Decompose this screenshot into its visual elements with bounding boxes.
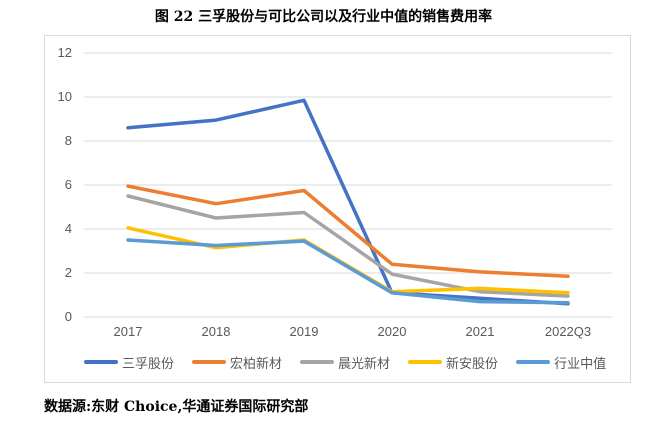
x-tick-label: 2019 xyxy=(290,324,319,339)
legend-item: 宏柏新材 xyxy=(192,353,282,372)
legend-swatch xyxy=(516,360,551,364)
x-tick-label: 2018 xyxy=(202,324,231,339)
source-note: 数据源:东财 Choice,华通证券国际研究部 xyxy=(44,399,309,415)
y-tick-label: 2 xyxy=(65,265,72,280)
legend-item: 新安股份 xyxy=(408,353,498,372)
legend-swatch xyxy=(408,360,443,364)
chart-title: 图 22 三孚股份与可比公司以及行业中值的销售费用率 xyxy=(154,9,493,25)
y-tick-label: 6 xyxy=(65,177,72,192)
x-tick-label: 2021 xyxy=(466,324,495,339)
legend-label: 新安股份 xyxy=(446,356,499,372)
series-line xyxy=(126,184,570,279)
series-line xyxy=(126,194,570,298)
x-tick-label: 2022Q3 xyxy=(545,324,591,339)
legend-swatch xyxy=(84,360,118,364)
series-line xyxy=(126,226,570,295)
chart-frame xyxy=(44,35,631,383)
y-tick-label: 4 xyxy=(65,221,72,236)
legend-item: 行业中值 xyxy=(516,353,606,372)
legend-label: 宏柏新材 xyxy=(230,356,283,372)
legend-swatch xyxy=(300,360,335,364)
x-tick-label: 2017 xyxy=(114,324,143,339)
series-line xyxy=(126,238,570,305)
legend-swatch xyxy=(192,360,227,364)
y-tick-label: 0 xyxy=(65,309,72,324)
x-tick-label: 2020 xyxy=(378,324,407,339)
series-line xyxy=(126,98,570,306)
y-tick-label: 12 xyxy=(58,45,72,60)
legend-item: 晨光新材 xyxy=(300,353,390,372)
legend-label: 晨光新材 xyxy=(338,356,391,372)
y-tick-label: 8 xyxy=(65,133,72,148)
chart-legend: 三孚股份 宏柏新材 晨光新材 新安股份 行业中值 xyxy=(84,352,624,372)
legend-label: 行业中值 xyxy=(554,356,607,372)
legend-item: 三孚股份 xyxy=(84,353,174,372)
y-tick-label: 10 xyxy=(58,89,72,104)
legend-label: 三孚股份 xyxy=(122,356,175,372)
